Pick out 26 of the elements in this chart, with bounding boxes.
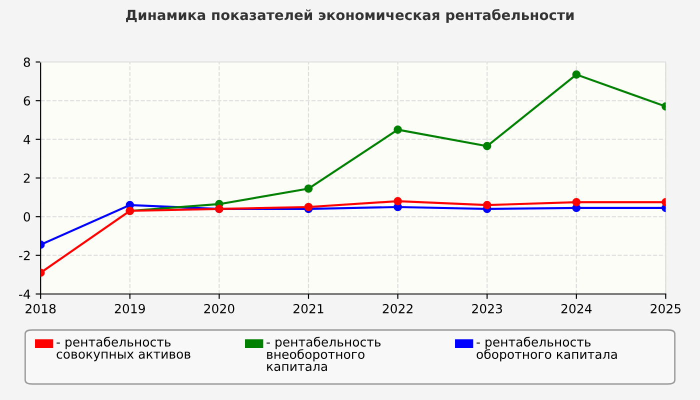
legend-label: - рентабельность оборотного капитала	[476, 336, 617, 362]
x-tick-label: 2024	[561, 304, 592, 314]
x-tick-label: 2025	[650, 304, 681, 314]
y-tick-label: 8	[24, 57, 30, 67]
point	[572, 70, 581, 79]
x-tick-label: 2023	[472, 304, 502, 314]
point	[394, 197, 402, 206]
y-tick-label: 2	[24, 173, 30, 183]
point	[572, 198, 581, 206]
point	[482, 142, 492, 150]
y-tick-label: -2	[19, 250, 30, 260]
y-tick-label: 6	[24, 96, 30, 106]
x-tick-label: 2020	[204, 304, 234, 314]
y-tick-label: 4	[24, 134, 30, 144]
x-tick-label: 2022	[382, 304, 412, 314]
chart-title: Динамика показателей экономическая рентабельности	[126, 8, 574, 23]
x-tick-label: 2021	[294, 304, 324, 314]
x-tick-label: 2019	[114, 304, 145, 314]
legend-label: - рентабельность внеоборотного капитала	[266, 336, 381, 372]
legend-label: - рентабельность совокупных активов	[56, 336, 190, 362]
point	[482, 200, 492, 210]
y-tick-label: -4	[19, 290, 30, 299]
point	[394, 126, 402, 134]
x-tick-label: 2018	[26, 304, 56, 314]
point	[304, 184, 313, 193]
y-tick-label: 0	[24, 212, 30, 222]
